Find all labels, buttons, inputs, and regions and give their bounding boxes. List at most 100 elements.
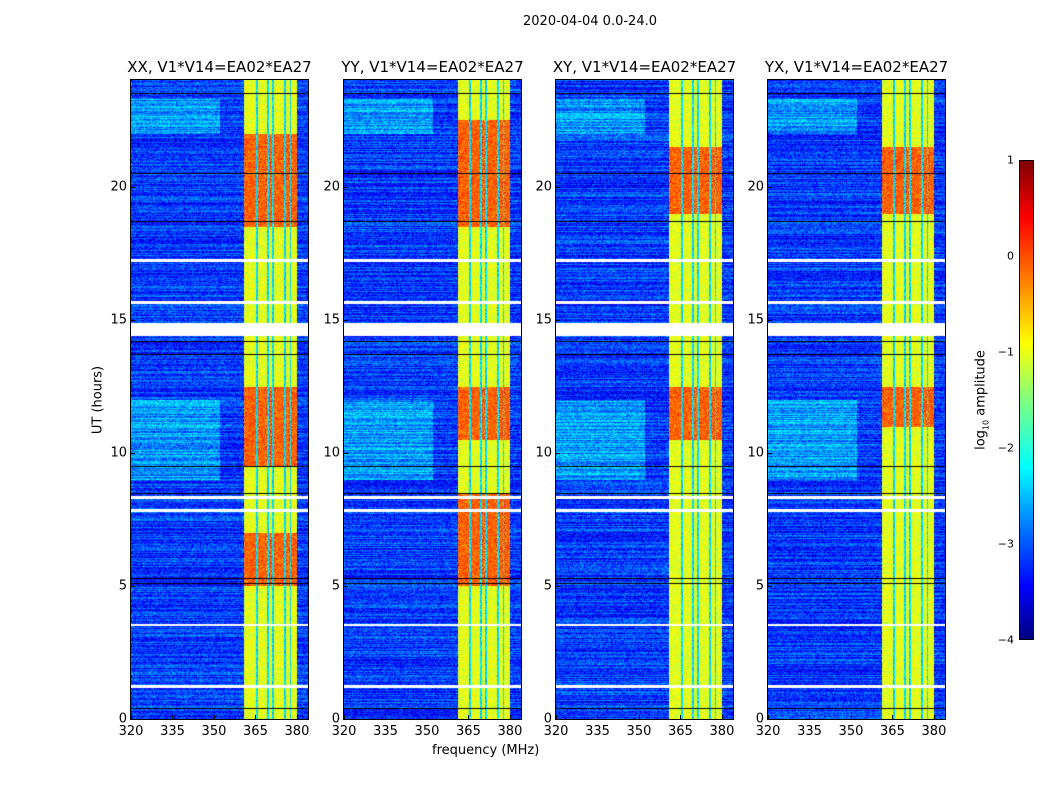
y-tick-label: 15 [110,312,127,328]
x-tick-label: 365 [456,724,481,739]
x-tick-label: 335 [585,724,610,739]
x-tick-mark [933,715,935,719]
y-tick-label: 10 [110,445,127,461]
panel-title: XX, V1*V14=EA02*EA27 [127,58,312,76]
x-tick-mark [172,715,174,719]
y-tick-mark [768,186,772,188]
x-tick-mark [468,715,470,719]
y-tick-mark [344,719,348,720]
y-tick-mark [131,319,135,321]
x-tick-label: 365 [880,724,905,739]
x-tick-label: 350 [838,724,864,739]
x-tick-mark [255,715,257,719]
colorbar-tick-label: −2 [997,441,1014,455]
x-tick-label: 335 [373,724,398,739]
y-tick-label: 0 [331,711,340,727]
x-tick-label: 350 [201,724,227,739]
colorbar-label-sub: 10 [981,419,991,431]
colorbar-tick-label: −3 [997,537,1014,551]
x-tick-label: 350 [626,724,652,739]
x-tick-mark [809,715,811,719]
colorbar-label-base: log [973,430,989,450]
y-tick-mark [556,319,560,321]
y-tick-label: 20 [323,179,340,194]
y-tick-label: 10 [535,445,552,461]
colorbar-label-rest: amplitude [973,350,989,420]
x-tick-mark [850,715,852,719]
spectrogram-panel [767,79,946,720]
x-tick-mark [597,715,599,719]
y-tick-mark [344,319,348,321]
y-tick-label: 10 [747,445,764,461]
x-tick-mark [296,715,298,719]
x-tick-label: 320 [755,724,781,739]
spectrogram-image [131,80,308,719]
y-tick-mark [768,452,772,454]
x-tick-label: 320 [331,724,357,739]
panel-title: YX, V1*V14=EA02*EA27 [764,58,949,76]
x-tick-label: 380 [497,724,523,739]
x-tick-mark [131,715,132,719]
y-tick-label: 0 [118,711,127,727]
y-tick-label: 10 [323,445,340,461]
x-tick-label: 380 [921,724,947,739]
x-tick-label: 365 [243,724,268,739]
x-tick-mark [638,715,640,719]
figure-title: 2020-04-04 0.0-24.0 [523,14,657,29]
spectrogram-image [344,80,521,719]
colorbar-tick-label: 1 [1007,153,1014,167]
y-tick-label: 15 [747,312,764,328]
y-axis-label: UT (hours) [90,365,106,435]
y-tick-label: 15 [535,312,552,328]
spectrogram-panel [555,79,734,720]
x-tick-mark [721,715,723,719]
y-tick-mark [344,585,348,587]
y-tick-label: 0 [543,711,552,727]
spectrogram-panel [130,79,309,720]
x-tick-label: 380 [284,724,310,739]
x-tick-mark [768,715,769,719]
y-tick-mark [131,585,135,587]
y-tick-label: 5 [755,578,764,594]
x-tick-label: 365 [668,724,693,739]
y-tick-label: 5 [118,578,127,594]
y-tick-mark [131,186,135,188]
x-tick-mark [892,715,894,719]
panel-title: XY, V1*V14=EA02*EA27 [552,58,737,76]
y-tick-mark [131,452,135,454]
x-tick-mark [556,715,557,719]
spectrogram-panel [343,79,522,720]
colorbar-tick-label: −4 [997,633,1014,647]
y-tick-label: 20 [535,179,552,194]
x-tick-mark [344,715,345,719]
y-tick-mark [556,452,560,454]
spectrogram-image [768,80,945,719]
colorbar-tick-label: −1 [997,345,1014,359]
x-tick-mark [426,715,428,719]
x-tick-label: 320 [543,724,569,739]
y-tick-mark [556,585,560,587]
y-tick-label: 0 [755,711,764,727]
y-tick-label: 15 [323,312,340,328]
x-axis-label: frequency (MHz) [432,743,540,758]
x-tick-mark [213,715,215,719]
x-tick-mark [680,715,682,719]
y-tick-mark [344,452,348,454]
panel-title: YY, V1*V14=EA02*EA27 [341,58,524,76]
y-tick-mark [131,719,135,720]
colorbar [1019,160,1034,640]
spectrogram-image [556,80,733,719]
y-tick-mark [556,719,560,720]
y-tick-label: 5 [331,578,340,594]
x-tick-label: 335 [797,724,822,739]
x-tick-mark [509,715,511,719]
colorbar-tick-label: 0 [1007,249,1014,263]
x-tick-label: 335 [160,724,185,739]
x-tick-label: 350 [414,724,440,739]
y-tick-mark [768,585,772,587]
x-tick-label: 380 [709,724,735,739]
y-tick-label: 20 [110,179,127,194]
y-tick-mark [768,719,772,720]
x-tick-mark [385,715,387,719]
y-tick-mark [768,319,772,321]
